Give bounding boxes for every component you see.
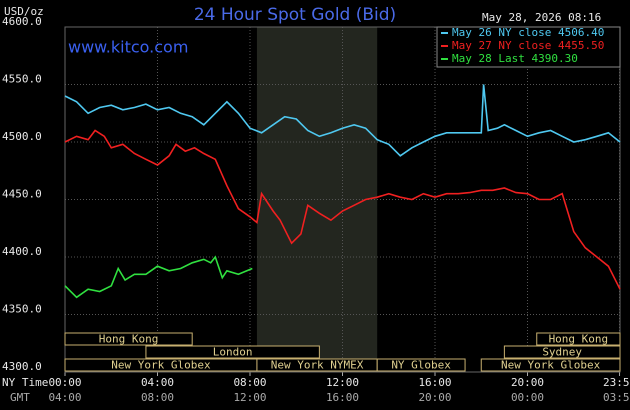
x-tick-label: 20:00 <box>511 376 544 389</box>
y-tick-label: 4500.0 <box>2 130 42 143</box>
gmt-tick-label: 04:00 <box>48 391 81 404</box>
series-line <box>64 84 621 157</box>
y-tick-label: 4600.0 <box>2 15 42 28</box>
x-tick-label: 08:00 <box>233 376 266 389</box>
gmt-tick-label: 16:00 <box>326 391 359 404</box>
session-box <box>480 358 621 372</box>
plot-frame <box>64 26 621 373</box>
session-label: Hong Kong <box>99 333 159 346</box>
chart-title: 24 Hour Spot Gold (Bid) <box>194 5 396 25</box>
legend-label: May 27 NY close 4455.50 <box>452 39 604 52</box>
legend-label: May 28 Last 4390.30 <box>452 52 578 65</box>
legend-box <box>436 26 621 68</box>
plot-underlay <box>64 26 621 373</box>
session-label: New York NYMEX <box>271 359 364 372</box>
session-label: NY Globex <box>391 359 451 372</box>
gmt-tick-label: 03:59 <box>603 391 630 404</box>
watermark: www.kitco.com <box>68 38 188 57</box>
x-tick-label: 04:00 <box>141 376 174 389</box>
x-tick-label: 12:00 <box>326 376 359 389</box>
y-tick-label: 4450.0 <box>2 188 42 201</box>
x-tick-label: 00:00 <box>48 376 81 389</box>
session-label: Sydney <box>542 346 582 359</box>
timestamp: May 28, 2026 08:16 <box>482 11 601 24</box>
y-tick-label: 4300.0 <box>2 360 42 373</box>
session-box <box>145 345 320 359</box>
session-label: London <box>213 346 253 359</box>
series-line <box>64 129 621 290</box>
x-tick-label: 16:00 <box>418 376 451 389</box>
gmt-tick-label: 12:00 <box>233 391 266 404</box>
unit-label: USD/oz <box>4 5 44 18</box>
gmt-tick-label: 20:00 <box>418 391 451 404</box>
gmt-label: GMT <box>10 391 30 404</box>
legend-label: May 26 NY close 4506.40 <box>452 26 604 39</box>
ny-time-label: NY Time <box>2 376 48 389</box>
session-label: New York Globex <box>501 359 601 372</box>
x-tick-label: 23:59 <box>603 376 630 389</box>
session-label: New York Globex <box>111 359 211 372</box>
session-box <box>536 332 621 346</box>
series-line <box>64 255 253 299</box>
y-tick-label: 4350.0 <box>2 303 42 316</box>
gmt-tick-label: 00:00 <box>511 391 544 404</box>
y-tick-label: 4400.0 <box>2 245 42 258</box>
session-box <box>64 332 193 346</box>
session-label: Hong Kong <box>549 333 609 346</box>
gmt-tick-label: 08:00 <box>141 391 174 404</box>
session-box <box>503 345 621 359</box>
session-box <box>376 358 466 372</box>
y-tick-label: 4550.0 <box>2 73 42 86</box>
